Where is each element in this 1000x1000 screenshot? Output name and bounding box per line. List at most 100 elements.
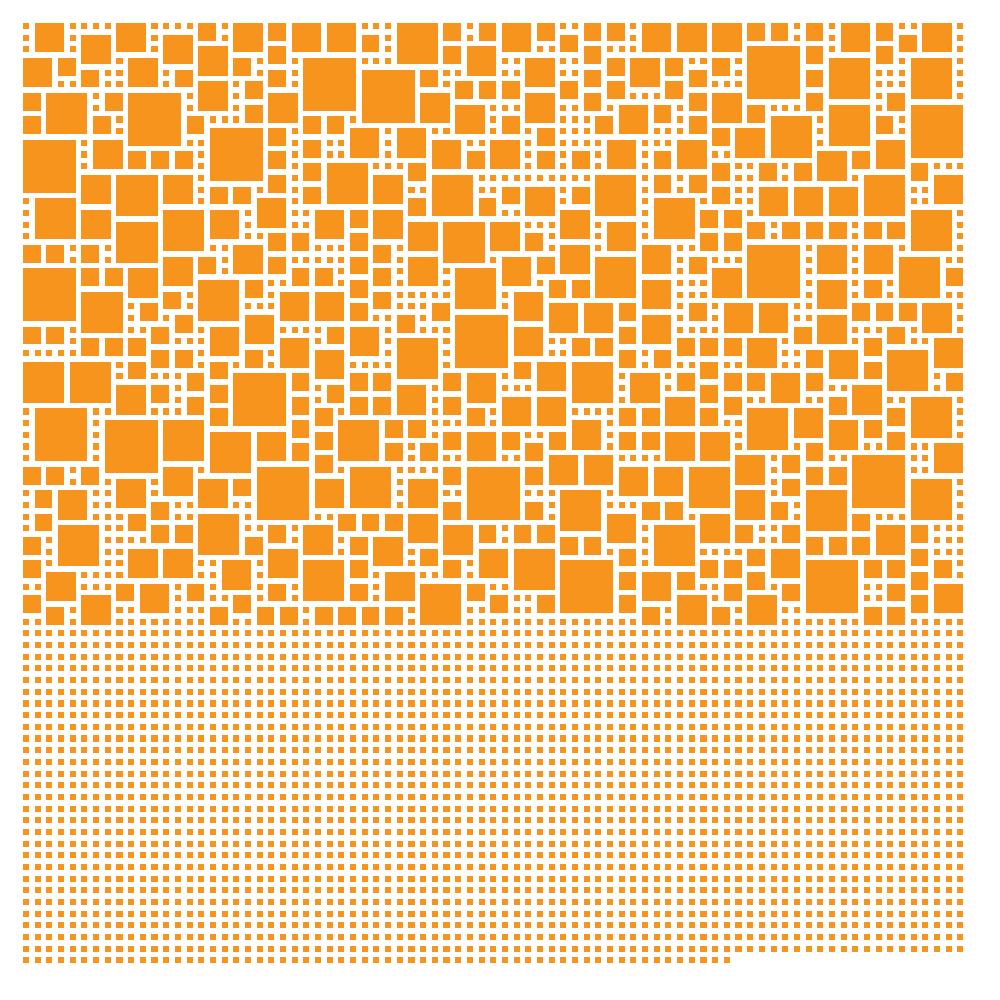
small-square	[315, 899, 322, 906]
small-square	[279, 922, 287, 929]
small-square	[712, 315, 719, 322]
small-square	[373, 642, 380, 649]
large-square	[875, 139, 906, 170]
small-square	[665, 373, 672, 380]
large-square	[373, 268, 392, 287]
small-square	[910, 910, 917, 917]
small-square	[408, 677, 415, 684]
small-square	[630, 934, 637, 941]
small-square	[69, 466, 76, 473]
small-square	[910, 198, 917, 205]
small-square	[770, 863, 777, 871]
large-square	[315, 478, 345, 508]
small-square	[642, 209, 649, 216]
small-square	[104, 513, 111, 520]
small-square	[887, 887, 894, 894]
small-square	[93, 945, 100, 952]
small-square	[793, 863, 800, 871]
small-square	[945, 840, 952, 847]
large-square	[805, 46, 824, 65]
small-square	[34, 735, 41, 742]
large-square	[478, 23, 497, 41]
small-square	[501, 525, 508, 532]
small-square	[560, 934, 567, 941]
small-square	[116, 81, 123, 88]
small-square	[198, 653, 205, 660]
small-square	[233, 618, 240, 625]
small-square	[852, 828, 859, 835]
small-square	[291, 186, 298, 193]
large-square	[852, 536, 871, 555]
large-square	[817, 315, 847, 345]
small-square	[875, 793, 882, 800]
small-square	[373, 361, 380, 368]
small-square	[186, 104, 193, 111]
small-square	[490, 677, 497, 684]
large-square	[198, 256, 216, 275]
small-square	[735, 782, 742, 789]
small-square	[677, 700, 684, 707]
small-square	[653, 747, 660, 754]
small-square	[642, 934, 649, 941]
large-square	[361, 34, 380, 53]
large-square	[712, 93, 742, 123]
small-square	[875, 595, 882, 602]
small-square	[863, 630, 871, 637]
small-square	[665, 934, 672, 941]
large-square	[420, 93, 450, 123]
small-square	[268, 910, 275, 917]
small-square	[513, 922, 520, 929]
small-square	[548, 490, 555, 497]
small-square	[279, 934, 287, 941]
small-square	[350, 630, 357, 637]
small-square	[723, 723, 730, 730]
small-square	[910, 863, 917, 871]
small-square	[607, 793, 614, 800]
small-square	[595, 863, 602, 871]
large-square	[793, 326, 812, 345]
small-square	[431, 805, 438, 812]
small-square	[46, 560, 53, 567]
small-square	[828, 34, 835, 41]
small-square	[443, 268, 450, 275]
small-square	[244, 957, 251, 964]
small-square	[69, 945, 76, 952]
small-square	[828, 677, 835, 684]
small-square	[793, 805, 800, 812]
small-square	[560, 887, 567, 894]
small-square	[303, 957, 310, 964]
small-square	[840, 817, 847, 824]
small-square	[934, 536, 941, 543]
small-square	[513, 723, 520, 730]
small-square	[548, 875, 555, 882]
small-square	[712, 840, 719, 847]
small-square	[793, 840, 800, 847]
small-square	[455, 420, 462, 427]
small-square	[887, 81, 894, 88]
small-square	[513, 455, 520, 462]
small-square	[501, 677, 508, 684]
small-square	[828, 700, 835, 707]
small-square	[93, 501, 100, 508]
small-square	[163, 758, 170, 765]
small-square	[536, 805, 543, 812]
small-square	[163, 735, 170, 742]
small-square	[840, 747, 847, 754]
small-square	[46, 712, 53, 719]
small-square	[560, 875, 567, 882]
small-square	[104, 501, 111, 508]
small-square	[665, 887, 672, 894]
large-square	[373, 244, 392, 263]
large-square	[244, 350, 263, 368]
small-square	[315, 910, 322, 917]
small-square	[957, 700, 964, 707]
small-square	[571, 770, 579, 777]
small-square	[700, 887, 707, 894]
small-square	[560, 186, 567, 193]
small-square	[151, 922, 158, 929]
small-square	[782, 653, 789, 660]
small-square	[490, 420, 497, 427]
small-square	[396, 256, 403, 263]
small-square	[198, 957, 205, 964]
small-square	[303, 326, 310, 333]
